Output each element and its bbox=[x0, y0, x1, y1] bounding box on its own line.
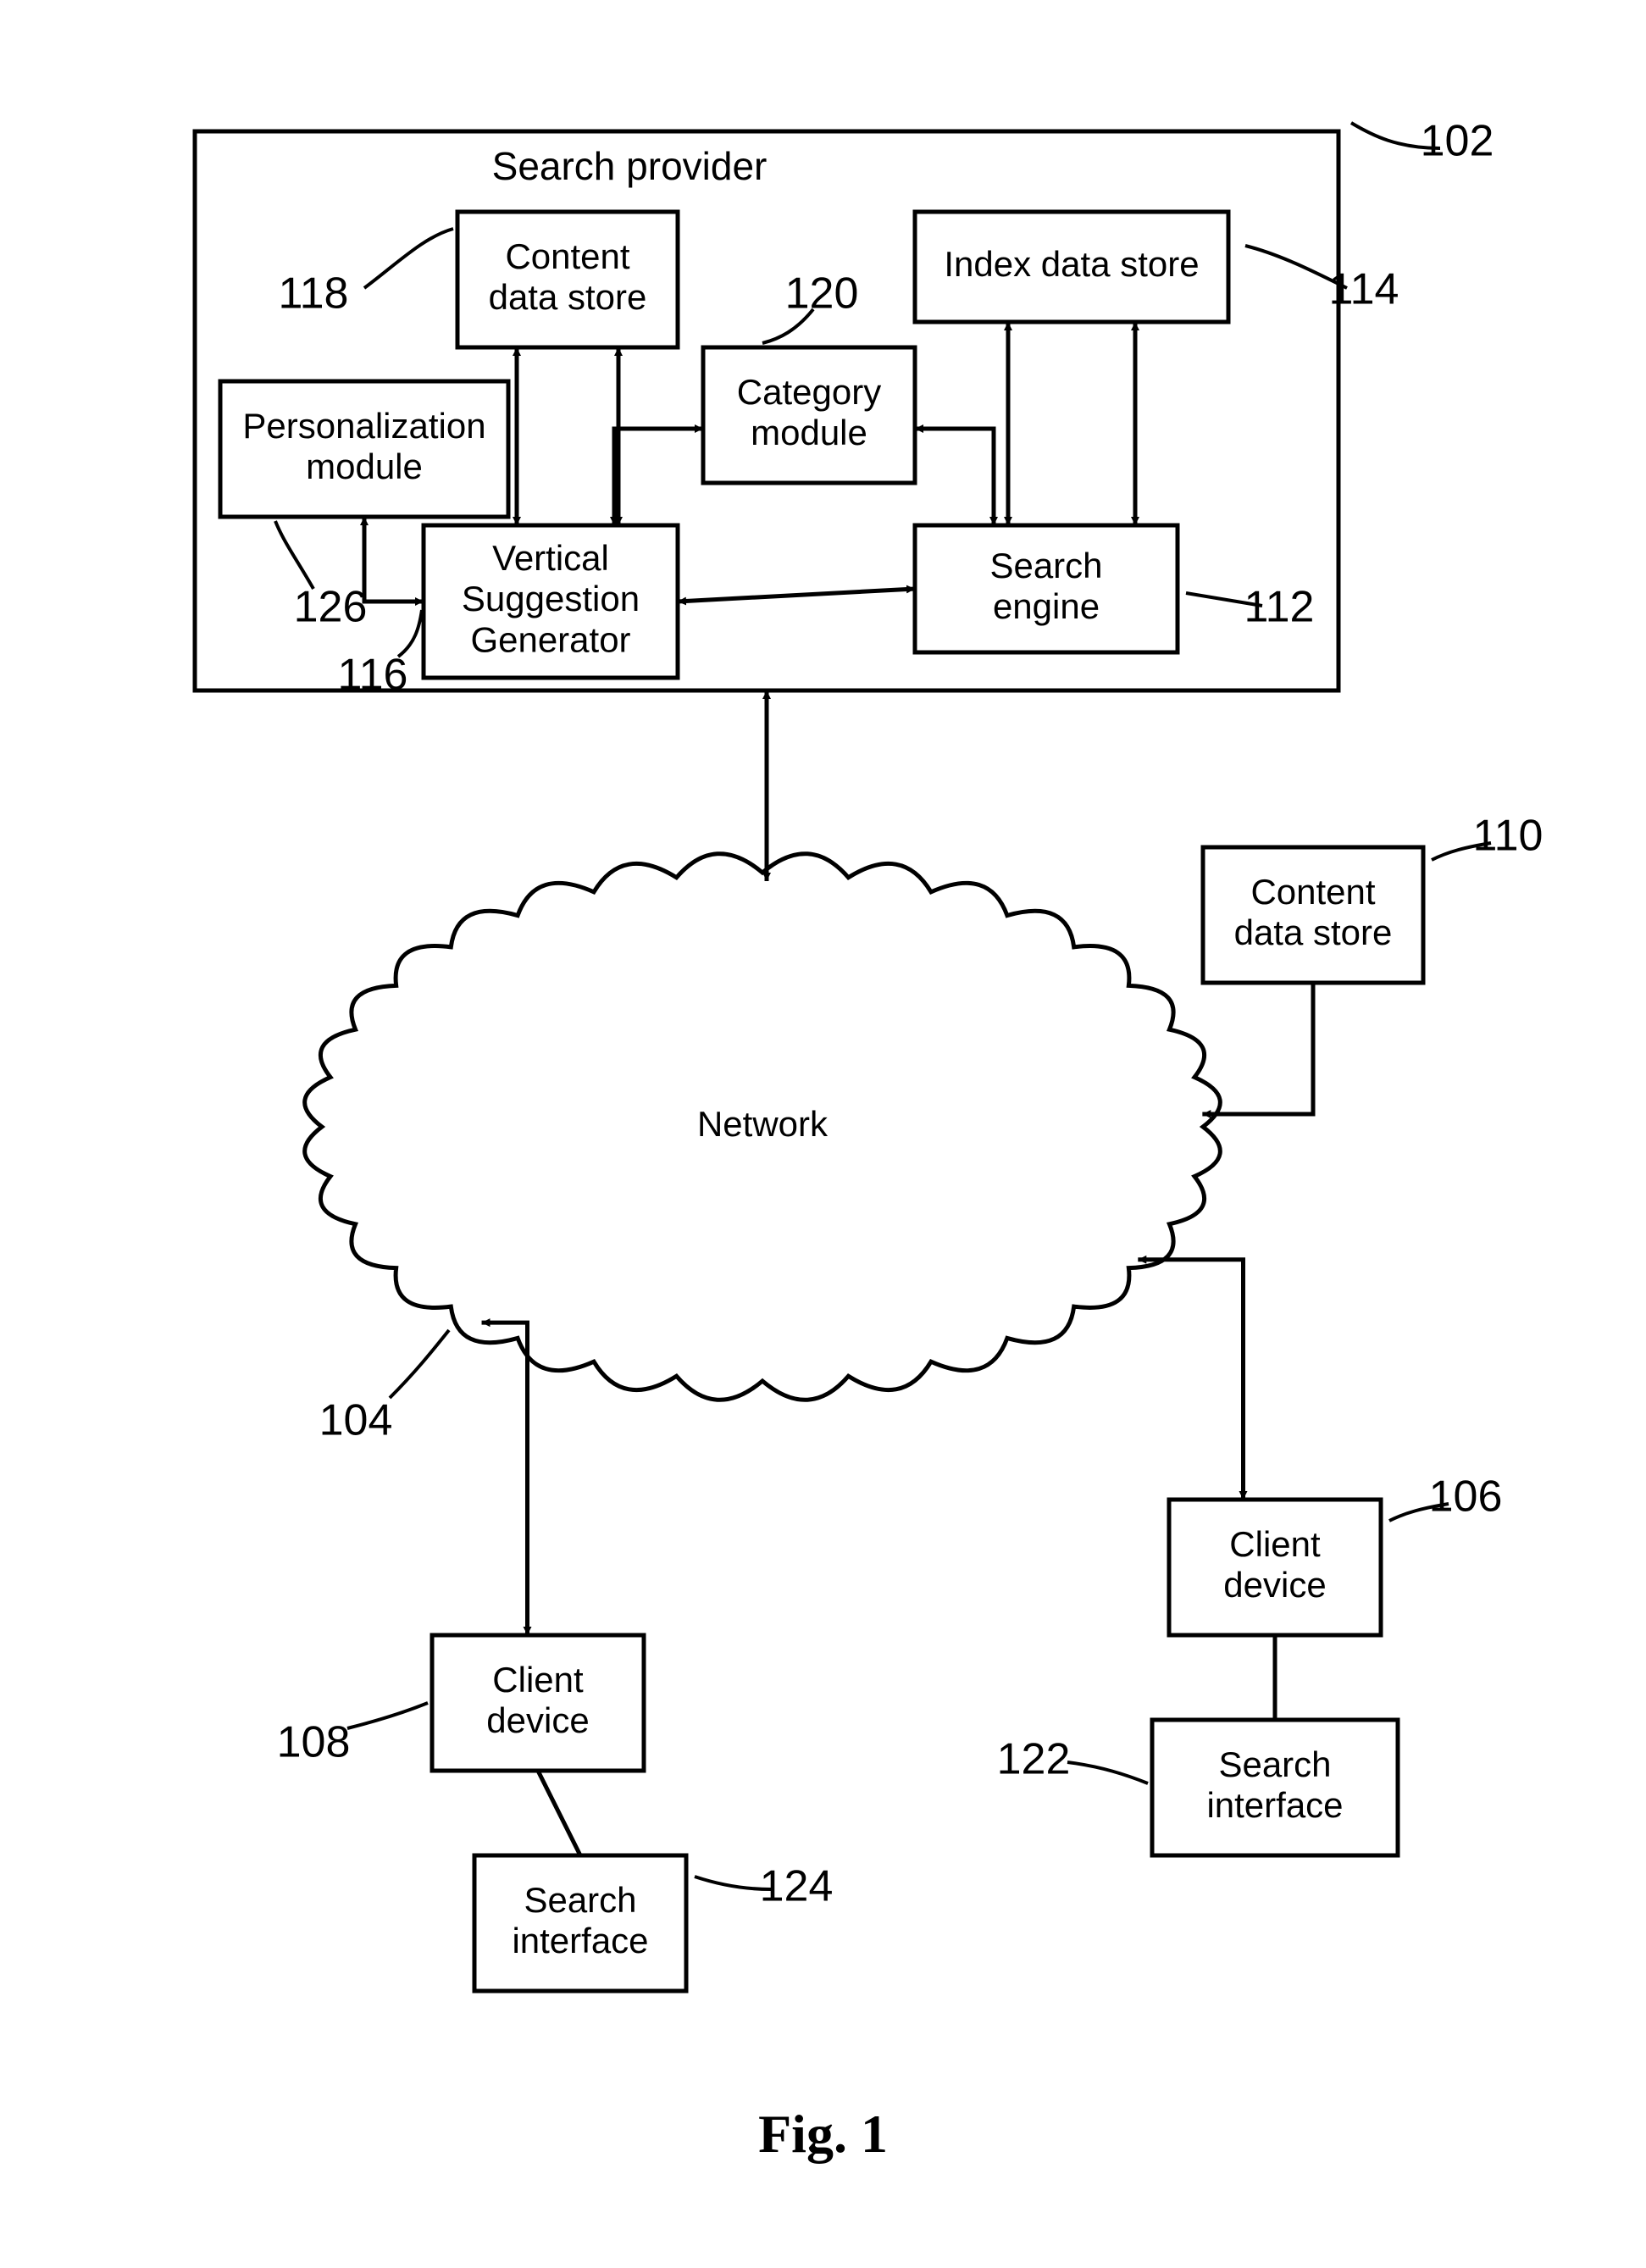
ref-114: 114 bbox=[1329, 265, 1399, 314]
network-label: Network bbox=[697, 1104, 829, 1144]
vsg-label-2: Generator bbox=[470, 619, 630, 659]
client1-label-1: device bbox=[1223, 1565, 1326, 1605]
si1-label-1: interface bbox=[1206, 1785, 1343, 1825]
search_eng-label-0: Search bbox=[989, 546, 1102, 585]
ref-104: 104 bbox=[319, 1396, 393, 1445]
leader-104 bbox=[390, 1330, 449, 1398]
si2-label-0: Search bbox=[524, 1880, 636, 1920]
category-label-0: Category bbox=[737, 372, 881, 412]
ref-102: 102 bbox=[1421, 117, 1494, 166]
ext_content-label-0: Content bbox=[1250, 872, 1375, 912]
si2-label-1: interface bbox=[512, 1921, 648, 1960]
ref-116: 116 bbox=[338, 651, 408, 700]
ref-118: 118 bbox=[279, 269, 349, 319]
ref-110: 110 bbox=[1473, 812, 1543, 861]
client1-label-0: Client bbox=[1229, 1524, 1321, 1564]
figure-caption: Fig. 1 bbox=[758, 2104, 888, 2164]
content_ds-label-1: data store bbox=[489, 277, 647, 317]
leader-122 bbox=[1067, 1762, 1148, 1783]
index_ds-label-0: Index data store bbox=[944, 244, 1199, 284]
leader-108 bbox=[347, 1703, 428, 1728]
ref-106: 106 bbox=[1429, 1472, 1503, 1522]
conn-client2-si2 bbox=[538, 1771, 580, 1855]
ref-126: 126 bbox=[294, 583, 368, 632]
si1-label-0: Search bbox=[1218, 1744, 1331, 1784]
content_ds-label-0: Content bbox=[505, 236, 629, 276]
ref-108: 108 bbox=[277, 1718, 351, 1767]
vsg-label-0: Vertical bbox=[492, 538, 609, 578]
category-label-1: module bbox=[751, 413, 867, 452]
ref-124: 124 bbox=[760, 1862, 834, 1911]
client2-label-0: Client bbox=[492, 1660, 584, 1700]
ref-120: 120 bbox=[785, 269, 859, 319]
ref-112: 112 bbox=[1244, 583, 1315, 632]
vsg-label-1: Suggestion bbox=[462, 579, 640, 618]
personal-label-0: Personalization bbox=[242, 406, 485, 446]
provider-title: Search provider bbox=[492, 144, 768, 188]
client2-label-1: device bbox=[486, 1700, 589, 1740]
search_eng-label-1: engine bbox=[993, 586, 1100, 626]
conn-client1-network bbox=[1138, 1260, 1243, 1500]
conn-client2-network bbox=[482, 1323, 528, 1635]
ref-122: 122 bbox=[997, 1735, 1071, 1784]
personal-label-1: module bbox=[306, 446, 423, 486]
ext_content-label-1: data store bbox=[1234, 912, 1393, 952]
